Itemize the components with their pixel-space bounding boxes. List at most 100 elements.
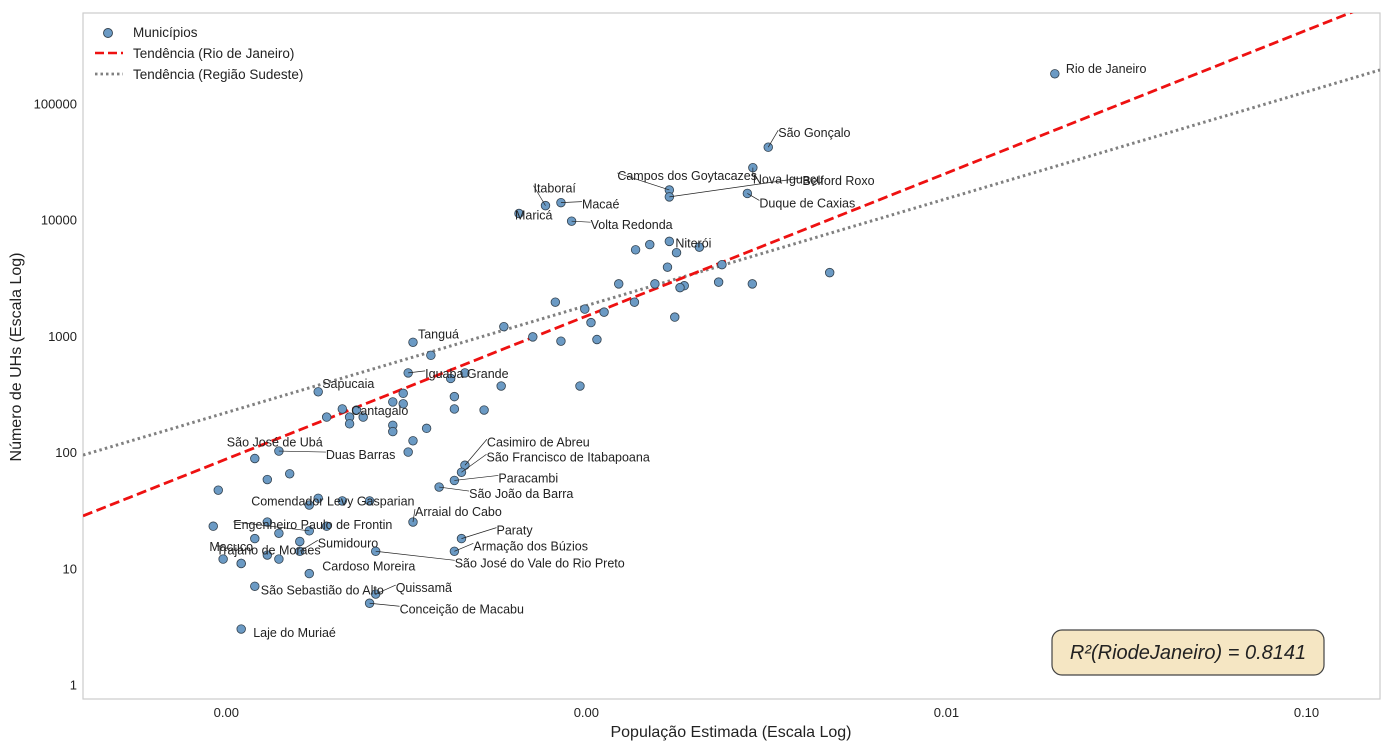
municipio-point bbox=[344, 419, 355, 429]
municipio-point bbox=[630, 245, 641, 255]
annotation-arraial-do-cabo: Arraial do Cabo bbox=[415, 505, 502, 519]
y-axis-ticks: 1 10 100 1000 10000 100000 bbox=[34, 96, 77, 692]
point-cardoso-moreira bbox=[304, 568, 314, 579]
municipio-point bbox=[426, 350, 436, 361]
annotation-sao-jose-de-uba: São José de Ubá bbox=[227, 436, 323, 450]
point-trajano-de-moraes bbox=[236, 558, 246, 569]
point-sao-jose-de-uba bbox=[250, 453, 260, 464]
municipio-point bbox=[213, 485, 223, 495]
municipio-point bbox=[274, 528, 284, 538]
annotation-leader bbox=[375, 584, 396, 595]
annotation-trajano-de-moraes: Trajano de Moraes bbox=[216, 543, 320, 557]
legend-trend-rj-label: Tendência (Rio de Janeiro) bbox=[133, 46, 294, 61]
annotation-cantagalo: Cantagalo bbox=[351, 404, 408, 418]
municipio-point bbox=[650, 279, 660, 289]
annotation-belford-roxo: Belford Roxo bbox=[802, 174, 874, 188]
annotation-leader bbox=[461, 453, 487, 473]
municipio-point bbox=[337, 496, 348, 506]
municipio-point bbox=[388, 426, 398, 437]
municipio-point bbox=[358, 412, 368, 422]
annotation-leader bbox=[439, 486, 470, 492]
point-cantagalo bbox=[337, 404, 348, 414]
x-axis-label: População Estimada (Escala Log) bbox=[610, 724, 851, 741]
point-tangua bbox=[408, 337, 418, 348]
municipio-point bbox=[499, 321, 509, 332]
annotation-macae: Macaé bbox=[582, 198, 620, 212]
annotation-laje-do-muriae: Laje do Muriaé bbox=[253, 626, 336, 640]
municipio-point bbox=[403, 447, 413, 457]
municipio-point bbox=[747, 279, 758, 289]
municipio-point bbox=[586, 317, 596, 328]
municipio-point bbox=[670, 312, 680, 322]
municipio-point bbox=[321, 412, 332, 422]
r2-label: R²(RiodeJaneiro) = 0.8141 bbox=[1070, 642, 1306, 664]
annotation-leader bbox=[369, 602, 400, 607]
annotation-itaborai: Itaboraí bbox=[533, 182, 576, 196]
plot-area bbox=[82, 12, 1381, 700]
annotation-sao-goncalo: São Gonçalo bbox=[778, 126, 850, 140]
annotation-leader bbox=[560, 201, 582, 204]
annotation-sumidouro: Sumidouro bbox=[318, 536, 378, 550]
municipio-point bbox=[351, 405, 362, 415]
annotation-sao-joao-da-barra: São João da Barra bbox=[469, 487, 573, 501]
y-tick-label: 100 bbox=[55, 445, 77, 460]
annotation-leader bbox=[617, 172, 670, 191]
x-tick-label: 0.00 bbox=[574, 705, 599, 720]
annotation-iguaba-grande: Iguaba Grande bbox=[425, 367, 508, 381]
municipio-point bbox=[408, 436, 418, 446]
annotation-leader bbox=[464, 439, 488, 466]
municipio-point bbox=[556, 336, 566, 346]
annotation-conceicao-de-macabu: Conceição de Macabu bbox=[400, 602, 524, 616]
municipio-point bbox=[675, 282, 685, 293]
y-tick-label: 10 bbox=[63, 561, 77, 576]
legend-scatter-marker bbox=[103, 28, 113, 38]
annotation-cardoso-moreira: Cardoso Moreira bbox=[322, 560, 415, 574]
annotation-leader bbox=[412, 508, 416, 523]
point-comendador-levy-gasparian bbox=[313, 493, 323, 504]
annotation-comendador-levy-gasparian: Comendador Levy Gasparian bbox=[251, 494, 414, 508]
point-sao-sebastiao-do-alto bbox=[250, 581, 260, 591]
municipio-point bbox=[713, 277, 724, 287]
annotation-tangua: Tanguá bbox=[418, 327, 459, 341]
municipio-point bbox=[662, 262, 673, 272]
municipio-point bbox=[717, 259, 727, 270]
legend-trend-se-label: Tendência (Região Sudeste) bbox=[133, 67, 303, 82]
y-tick-label: 1 bbox=[70, 677, 77, 692]
y-tick-label: 1000 bbox=[48, 329, 77, 344]
municipio-point bbox=[398, 399, 408, 409]
municipio-point bbox=[446, 373, 456, 384]
municipio-point bbox=[321, 521, 332, 531]
point-sapucaia bbox=[313, 387, 323, 397]
annotation-leader bbox=[533, 185, 546, 206]
municipio-point bbox=[284, 469, 295, 479]
annotation-leader bbox=[408, 370, 426, 374]
municipio-point bbox=[580, 304, 590, 314]
annotation-armacao-dos-buzios: Armação dos Búzios bbox=[473, 539, 588, 553]
y-tick-label: 10000 bbox=[41, 213, 77, 228]
point-iguaba-grande bbox=[403, 368, 413, 378]
x-tick-label: 0.10 bbox=[1294, 705, 1319, 720]
annotation-sao-sebastiao-do-alto: São Sebastião do Alto bbox=[261, 583, 384, 597]
annotation-engenheiro-paulo-de-frontin: Engenheiro Paulo de Frontin bbox=[233, 518, 392, 532]
annotation-leader bbox=[454, 542, 474, 552]
annotation-paraty: Paraty bbox=[496, 524, 533, 538]
annotation-duque-de-caxias: Duque de Caxias bbox=[759, 196, 855, 210]
trend-line-rio-de-janeiro bbox=[83, 13, 1354, 518]
annotation-leader bbox=[299, 539, 318, 552]
municipio-point bbox=[575, 381, 585, 391]
municipio-point bbox=[449, 404, 460, 414]
annotation-rio-de-janeiro: Rio de Janeiro bbox=[1066, 62, 1147, 76]
municipio-point bbox=[295, 536, 305, 547]
annotation-paracambi: Paracambi bbox=[498, 471, 558, 485]
annotation-leader bbox=[233, 521, 310, 532]
point-niteroi bbox=[664, 236, 675, 247]
annotation-sapucaia: Sapucaia bbox=[322, 377, 374, 391]
annotation-quissama: Quissamã bbox=[396, 581, 452, 595]
point-rio-de-janeiro bbox=[1050, 69, 1060, 79]
trend-lines bbox=[83, 13, 1380, 518]
annotation-leader bbox=[278, 450, 326, 453]
annotation-sao-jose-do-vale-do-rio-preto: São José do Vale do Rio Preto bbox=[455, 556, 625, 570]
annotation-leader bbox=[669, 177, 803, 198]
